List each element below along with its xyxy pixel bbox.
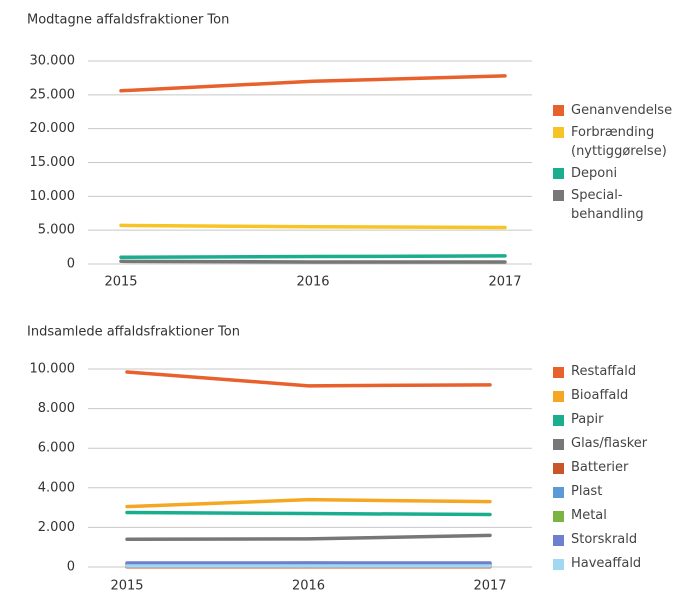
x-tick-label: 2016 <box>296 275 329 290</box>
chart-title: Indsamlede affaldsfraktioner Ton <box>27 325 240 340</box>
legend-item: Special- behandling <box>553 186 672 224</box>
legend-label: Genanvendelse <box>571 103 673 118</box>
legend-label: Storskrald <box>571 532 638 547</box>
legend-swatch <box>553 127 564 138</box>
legend-label: Plast <box>571 484 603 499</box>
legend-item: Deponi <box>553 164 672 183</box>
y-tick-label: 10.000 <box>30 189 76 204</box>
legend-label: Papir <box>571 412 604 427</box>
legend-swatch <box>553 366 564 378</box>
legend: Genanvendelse Forbrænding (nyttiggørelse)… <box>553 101 672 224</box>
legend-swatch <box>553 190 564 201</box>
series-line <box>125 497 492 509</box>
series-line <box>125 370 492 388</box>
legend-item: Metal <box>553 506 647 526</box>
y-tick-label: 30.000 <box>30 54 76 69</box>
legend-swatch <box>553 414 564 426</box>
legend-swatch <box>553 438 564 450</box>
legend-item: Haveaffald <box>553 554 647 574</box>
x-tick-label: 2017 <box>473 579 506 593</box>
legend-label: Special- behandling <box>571 188 644 222</box>
legend-label: Forbrænding (nyttiggørelse) <box>571 125 667 159</box>
legend-label: Deponi <box>571 166 618 181</box>
y-tick-label: 0 <box>67 560 75 575</box>
legend-item: Papir <box>553 410 647 430</box>
y-tick-label: 6.000 <box>38 441 75 456</box>
legend: Restaffald Bioaffald Papir Glas/flasker Batt… <box>553 362 647 574</box>
legend-swatch <box>553 486 564 498</box>
y-tick-label: 25.000 <box>30 87 76 102</box>
x-tick-label: 2015 <box>104 275 137 290</box>
chart-title: Modtagne affaldsfraktioner Ton <box>27 13 229 28</box>
legend-label: Restaffald <box>571 364 637 379</box>
legend-label: Metal <box>571 508 607 523</box>
y-tick-label: 4.000 <box>38 480 75 495</box>
series-line <box>119 223 507 230</box>
x-tick-label: 2016 <box>292 579 325 593</box>
y-tick-label: 8.000 <box>38 401 75 416</box>
legend-swatch <box>553 534 564 546</box>
series-line <box>125 510 492 517</box>
legend-label: Glas/flasker <box>571 436 648 451</box>
legend-swatch <box>553 510 564 522</box>
legend-item: Restaffald <box>553 362 647 382</box>
y-tick-label: 20.000 <box>30 121 76 136</box>
y-tick-label: 0 <box>67 257 75 272</box>
y-tick-label: 5.000 <box>38 223 75 238</box>
legend-item: Bioaffald <box>553 386 647 406</box>
x-tick-label: 2017 <box>488 275 521 290</box>
legend-item: Storskrald <box>553 530 647 550</box>
legend-item: Glas/flasker <box>553 434 647 454</box>
legend-swatch <box>553 105 564 116</box>
series-line <box>119 74 507 93</box>
legend-label: Haveaffald <box>571 556 642 571</box>
x-tick-label: 2015 <box>110 579 143 593</box>
y-tick-label: 2.000 <box>38 520 75 535</box>
legend-item: Genanvendelse <box>553 101 672 120</box>
series-line <box>119 259 507 264</box>
legend-swatch <box>553 168 564 179</box>
y-tick-label: 10.000 <box>30 362 76 377</box>
legend-item: Forbrænding (nyttiggørelse) <box>553 123 672 161</box>
series-line <box>119 254 507 259</box>
series-line <box>125 533 492 542</box>
legend-label: Bioaffald <box>571 388 629 403</box>
legend-swatch <box>553 558 564 570</box>
legend-swatch <box>553 462 564 474</box>
legend-swatch <box>553 390 564 402</box>
y-tick-label: 15.000 <box>30 155 76 170</box>
legend-label: Batterier <box>571 460 629 475</box>
legend-item: Batterier <box>553 458 647 478</box>
legend-item: Plast <box>553 482 647 502</box>
